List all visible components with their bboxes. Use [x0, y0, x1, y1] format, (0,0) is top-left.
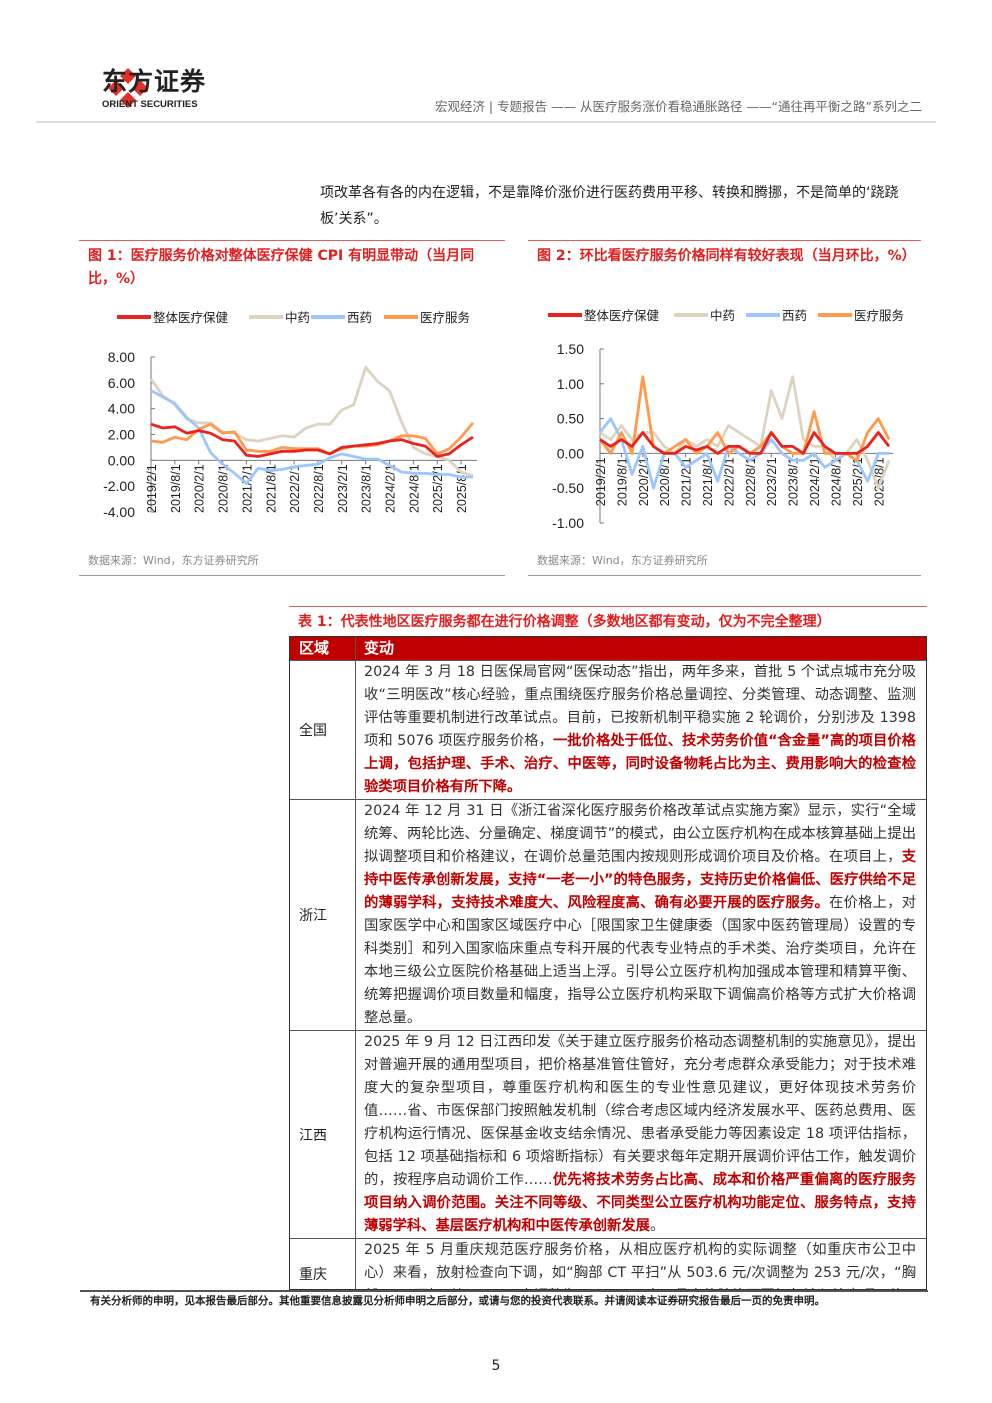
- logo-subtext: ORIENT SECURITIES: [102, 99, 198, 110]
- text-normal: 在价格上，对国家医学中心和国家区域医疗中心［限国家卫生健康委（国家中医药管理局）…: [364, 895, 917, 1026]
- x-tick-label: 2022/8/1: [312, 464, 326, 513]
- y-tick-label: 1.00: [557, 376, 584, 392]
- series-line-2: [150, 389, 473, 486]
- text-normal: 2024 年 3 月 18 日医保局官网“医保动态”指出，两年多来，首批 5 个…: [364, 664, 916, 749]
- table-row: 江西 2025 年 9 月 12 日江西印发《关于建立医疗服务价格动态调整机制的…: [290, 1031, 926, 1239]
- legend-label: 整体医疗保健: [584, 308, 660, 323]
- footer-divider: [80, 1290, 928, 1292]
- change-cell: 2024 年 3 月 18 日医保局官网“医保动态”指出，两年多来，首批 5 个…: [356, 661, 926, 799]
- series-line-0: [599, 431, 891, 455]
- region-cell: 重庆: [290, 1239, 356, 1289]
- intro-paragraph: 项改革各有各的内在逻辑，不是靠降价涨价进行医药费用平移、转换和腾挪，不是简单的‘…: [320, 185, 899, 227]
- x-tick-label: 2024/2/1: [384, 464, 398, 513]
- y-tick-label: -1.00: [552, 515, 584, 531]
- figure-source: 数据来源：Wind，东方证券研究所: [88, 554, 259, 567]
- y-tick-label: 0.00: [108, 452, 135, 468]
- series-line-2: [598, 417, 889, 490]
- table-row: 全国 2024 年 3 月 18 日医保局官网“医保动态”指出，两年多来，首批 …: [290, 661, 926, 800]
- x-tick-label: 2021/2/1: [240, 464, 254, 513]
- price-adjustment-table: 区域 变动 全国 2024 年 3 月 18 日医保局官网“医保动态”指出，两年…: [289, 636, 927, 1290]
- figure-1: 图 1：医疗服务价格对整体医疗保健 CPI 有明显带动（当月同比，%） 整体医疗…: [79, 240, 505, 576]
- figure-title: 图 1：医疗服务价格对整体医疗保健 CPI 有明显带动（当月同比，%）: [88, 248, 475, 287]
- legend-label: 西药: [347, 310, 372, 325]
- text-normal: 2025 年 5 月重庆规范医疗服务价格，从相应医疗机构的实际调整（如重庆市公卫…: [364, 1242, 916, 1289]
- x-tick-label: 2024/2/1: [808, 457, 822, 506]
- y-tick-label: 0.00: [557, 445, 584, 461]
- region-cell: 浙江: [290, 800, 356, 1030]
- x-tick-label: 2020/8/1: [217, 464, 231, 513]
- y-tick-label: 4.00: [108, 401, 135, 417]
- y-tick-label: -2.00: [103, 478, 135, 494]
- series-line-1: [149, 365, 474, 478]
- logo-mark-icon: [108, 68, 148, 108]
- y-tick-label: 2.00: [108, 427, 135, 443]
- x-tick-label: 2020/8/1: [658, 457, 672, 506]
- text-normal: 2024 年 12 月 31 日《浙江省深化医疗服务价格改革试点实施方案》显示，…: [364, 803, 916, 865]
- x-tick-label: 2021/8/1: [264, 464, 278, 513]
- disclaimer: 有关分析师的申明，见本报告最后部分。其他重要信息披露见分析师申明之后部分，或请与…: [90, 1295, 825, 1307]
- x-tick-label: 2023/2/1: [765, 457, 779, 506]
- header-divider: [36, 121, 936, 123]
- y-tick-label: 8.00: [108, 349, 135, 365]
- series-line-0: [150, 422, 474, 458]
- legend-label: 医疗服务: [420, 310, 470, 325]
- y-tick-label: -4.00: [103, 504, 135, 520]
- y-tick-label: 6.00: [108, 375, 135, 391]
- table-header-row: 区域 变动: [290, 637, 926, 661]
- header-change: 变动: [364, 639, 395, 657]
- legend-label: 中药: [710, 308, 735, 323]
- figure-title: 图 2：环比看医疗服务价格同样有较好表现（当月环比，%）: [537, 248, 916, 264]
- x-tick-label: 2024/8/1: [407, 464, 421, 513]
- x-tick-label: 2023/8/1: [360, 464, 374, 513]
- text-normal: 。: [649, 1218, 665, 1234]
- x-tick-label: 2021/2/1: [680, 457, 694, 506]
- y-tick-label: 0.50: [557, 411, 584, 427]
- x-tick-label: 2022/2/1: [722, 457, 736, 506]
- header-region: 区域: [290, 637, 356, 660]
- y-tick-label: -0.50: [552, 480, 584, 496]
- table-caption: 表 1：代表性地区医疗服务都在进行价格调整（多数地区都有变动，仅为不完全整理）: [289, 606, 927, 632]
- x-tick-label: 2022/8/1: [744, 457, 758, 506]
- text-highlight: 支持中医传承创新发展，支持“一老一小”的特色服务，支持历史价格偏低、医疗供给不足…: [364, 849, 916, 911]
- change-cell: 2024 年 12 月 31 日《浙江省深化医疗服务价格改革试点实施方案》显示，…: [356, 800, 926, 1030]
- figure-source: 数据来源：Wind，东方证券研究所: [537, 554, 708, 567]
- region-cell: 全国: [290, 661, 356, 799]
- logo-text: 东方证券: [102, 67, 207, 96]
- y-tick-label: 1.50: [557, 341, 584, 357]
- breadcrumb: 宏观经济 | 专题报告 —— 从医疗服务涨价看稳通胀路径 ——“通往再平衡之路”…: [434, 99, 922, 114]
- text-normal: 2025 年 9 月 12 日江西印发《关于建立医疗服务价格动态调整机制的实施意…: [364, 1034, 916, 1188]
- legend-label: 中药: [285, 310, 310, 325]
- x-tick-label: 2025/2/1: [431, 464, 445, 513]
- x-tick-label: 2023/8/1: [787, 457, 801, 506]
- figure-2: 图 2：环比看医疗服务价格同样有较好表现（当月环比，%） 整体医疗保健 中药 西药 医…: [528, 240, 921, 576]
- x-tick-label: 2023/2/1: [336, 464, 350, 513]
- x-tick-label: 2019/8/1: [169, 464, 183, 513]
- x-tick-label: 2019/2/1: [594, 457, 608, 506]
- table-row: 浙江 2024 年 12 月 31 日《浙江省深化医疗服务价格改革试点实施方案》…: [290, 800, 926, 1031]
- x-tick-label: 2021/8/1: [701, 457, 715, 506]
- x-tick-label: 2024/8/1: [829, 457, 843, 506]
- x-tick-label: 2019/8/1: [615, 457, 629, 506]
- legend-label: 医疗服务: [854, 308, 904, 323]
- region-cell: 江西: [290, 1031, 356, 1238]
- text-highlight: 一批价格处于低位、技术劳务价值“含金量”高的项目价格上调，包括护理、手术、治疗、…: [364, 733, 916, 795]
- x-tick-label: 2019/2/1: [145, 464, 159, 513]
- page-number: 5: [491, 1358, 501, 1374]
- legend-label: 整体医疗保健: [153, 310, 229, 325]
- change-cell: 2025 年 5 月重庆规范医疗服务价格，从相应医疗机构的实际调整（如重庆市公卫…: [356, 1239, 926, 1289]
- change-cell: 2025 年 9 月 12 日江西印发《关于建立医疗服务价格动态调整机制的实施意…: [356, 1031, 926, 1238]
- x-tick-label: 2020/2/1: [193, 464, 207, 513]
- table-row: 重庆 2025 年 5 月重庆规范医疗服务价格，从相应医疗机构的实际调整（如重庆…: [290, 1239, 926, 1289]
- chart-mom: 整体医疗保健 中药 西药 医疗服务 1.50 1.00 0.50 0.00 -0.50 -1.00…: [548, 308, 904, 531]
- chart-yoy: 整体医疗保健 中药 西药 医疗服务 8.00 6.00 4.00 2.00 0.00 -2.00 -…: [103, 310, 477, 520]
- legend-label: 西药: [782, 308, 807, 323]
- x-tick-label: 2022/2/1: [288, 464, 302, 513]
- text-highlight: 优先将技术劳务占比高、成本和价格严重偏离的医疗服务项目纳入调价范围。关注不同等级…: [364, 1172, 917, 1234]
